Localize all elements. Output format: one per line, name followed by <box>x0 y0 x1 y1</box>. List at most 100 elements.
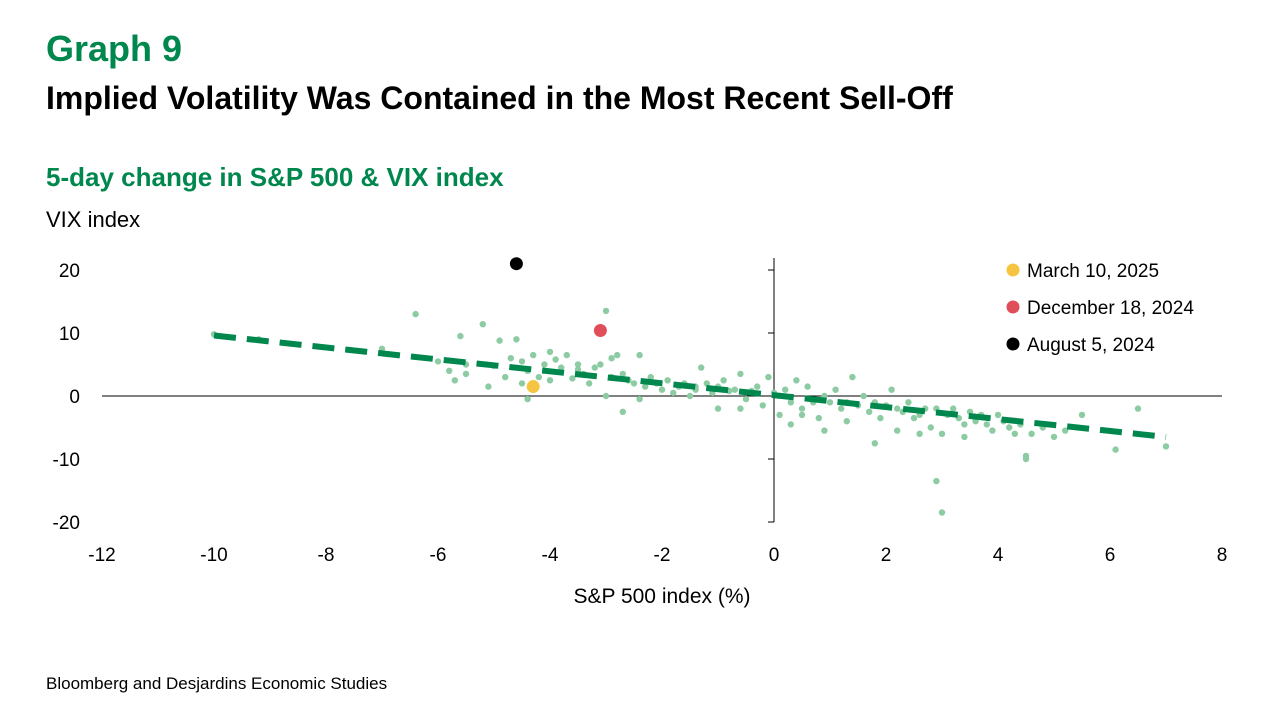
scatter-point <box>479 321 486 328</box>
scatter-point <box>765 373 772 381</box>
graph-number: Graph 9 <box>46 28 183 69</box>
scatter-point <box>793 377 800 384</box>
scatter-point <box>1022 452 1030 460</box>
scatter-point <box>597 361 604 368</box>
scatter-point <box>787 399 794 406</box>
scatter-point <box>530 351 537 359</box>
scatter-point <box>664 377 671 384</box>
y-tick-label: 0 <box>69 387 80 408</box>
scatter-points-group <box>210 307 1170 516</box>
legend-label: August 5, 2024 <box>1027 335 1155 356</box>
legend-label: March 10, 2025 <box>1027 261 1159 282</box>
scatter-point <box>569 375 576 382</box>
scatter-point <box>574 366 582 373</box>
y-ticks-group: 20 10 0 -10 -20 <box>53 261 774 534</box>
x-tick-label: -6 <box>430 545 447 566</box>
scatter-point <box>989 427 996 434</box>
x-tick-label: -2 <box>654 545 671 566</box>
scatter-point <box>524 395 531 403</box>
scatter-point <box>905 399 912 406</box>
scatter-point <box>602 392 610 400</box>
highlight-points-group <box>509 257 607 394</box>
scatter-point <box>462 370 470 378</box>
scatter-point <box>927 424 934 431</box>
scatter-point <box>832 386 839 393</box>
scatter-point <box>860 392 867 400</box>
scatter-point <box>513 336 520 343</box>
scatter-point <box>804 383 811 390</box>
scatter-point <box>686 392 694 400</box>
scatter-point <box>451 377 458 384</box>
scatter-point <box>737 370 744 378</box>
source-note: Bloomberg and Desjardins Economic Studie… <box>46 674 388 693</box>
scatter-point <box>602 307 610 315</box>
chart-subtitle: 5-day change in S&P 500 & VIX index <box>46 162 504 192</box>
y-tick-label: 10 <box>59 324 80 345</box>
scatter-point <box>961 433 968 441</box>
scatter-point <box>630 380 638 387</box>
scatter-point <box>916 430 923 437</box>
scatter-point <box>910 414 918 422</box>
scatter-point <box>642 383 649 390</box>
scatter-point <box>1062 427 1069 434</box>
scatter-point <box>1134 405 1142 412</box>
scatter-point <box>670 389 677 397</box>
scatter-point <box>782 386 789 393</box>
scatter-point <box>552 356 559 363</box>
scatter-point <box>938 509 946 516</box>
scatter-point <box>720 377 727 384</box>
scatter-point <box>798 411 806 419</box>
scatter-point <box>877 414 884 422</box>
page-title: Implied Volatility Was Contained in the … <box>46 80 953 116</box>
x-tick-label: -4 <box>542 545 559 566</box>
scatter-point <box>759 402 766 409</box>
scatter-point <box>1011 430 1018 437</box>
scatter-point <box>1162 443 1170 450</box>
x-tick-label: 6 <box>1105 545 1116 566</box>
x-tick-label: 0 <box>769 545 780 566</box>
scatter-point <box>591 364 598 371</box>
scatter-point <box>518 358 526 365</box>
scatter-point <box>950 405 957 412</box>
legend-marker <box>1006 263 1020 277</box>
scatter-point <box>434 358 442 365</box>
scatter-point <box>888 386 895 393</box>
y-tick-label: -10 <box>53 450 80 471</box>
scatter-point <box>619 370 626 378</box>
scatter-point <box>894 427 901 434</box>
scatter-point <box>994 411 1002 419</box>
y-tick-label: 20 <box>59 261 80 282</box>
scatter-point <box>737 405 744 412</box>
scatter-point <box>849 373 856 381</box>
scatter-point <box>1050 433 1058 441</box>
highlight-point <box>509 257 523 271</box>
scatter-point <box>541 361 548 368</box>
scatter-point <box>546 377 554 384</box>
scatter-point <box>821 427 828 434</box>
scatter-point <box>731 386 738 393</box>
scatter-point <box>574 361 582 368</box>
scatter-point <box>636 395 643 403</box>
x-tick-label: 2 <box>881 545 892 566</box>
legend-label: December 18, 2024 <box>1027 298 1194 319</box>
scatter-point <box>933 477 940 485</box>
highlight-point <box>526 380 540 394</box>
y-tick-label: -20 <box>53 513 80 534</box>
scatter-point <box>457 332 464 340</box>
scatter-point <box>815 414 822 422</box>
scatter-point <box>742 395 750 403</box>
scatter-point <box>938 430 946 437</box>
scatter-point <box>496 337 503 344</box>
x-tick-label: -10 <box>200 545 227 566</box>
x-tick-label: -8 <box>318 545 335 566</box>
scatter-point <box>518 380 526 387</box>
x-ticks-group: -12 -10 -8 -6 -4 -2 0 2 4 6 8 <box>88 545 1227 566</box>
scatter-point <box>446 367 453 374</box>
trend-line <box>213 332 1167 440</box>
legend-marker <box>1006 337 1020 351</box>
scatter-point <box>586 380 593 387</box>
scatter-point <box>636 351 643 359</box>
x-tick-label: 4 <box>993 545 1004 566</box>
scatter-point <box>843 418 850 425</box>
y-axis-unit-label: VIX index <box>46 207 141 232</box>
